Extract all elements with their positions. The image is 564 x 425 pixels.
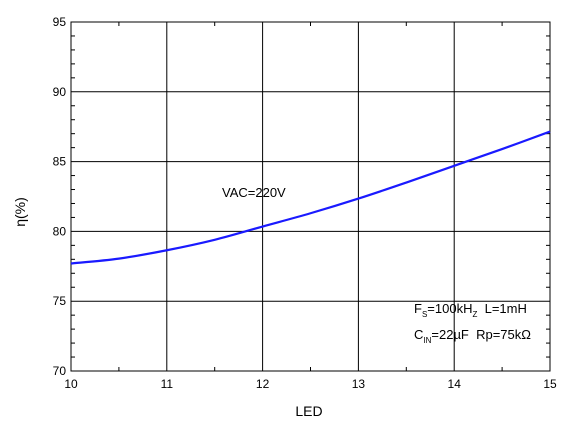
- x-tick-label: 10: [64, 377, 78, 391]
- y-tick-label: 90: [53, 85, 67, 99]
- plot-frame: [70, 21, 551, 372]
- x-tick-label: 12: [256, 377, 270, 391]
- y-tick-label: 80: [53, 224, 67, 238]
- frequency-inductance-annotation: FS=100kHZ L=1mH: [414, 301, 527, 319]
- grid-lines: [71, 22, 550, 371]
- vac-annotation: VAC=220V: [222, 185, 286, 200]
- x-axis-label: LED: [295, 403, 322, 419]
- y-axis-label: η(%): [12, 197, 28, 227]
- tick-labels: 10 11 12 13 14 15 70 75 80 85 90 95: [53, 15, 557, 391]
- x-tick-label: 11: [161, 377, 174, 391]
- y-tick-label: 95: [53, 15, 67, 29]
- x-tick-label: 14: [448, 377, 462, 391]
- x-tick-label: 13: [352, 377, 366, 391]
- y-tick-label: 85: [53, 155, 67, 169]
- y-tick-label: 70: [53, 364, 67, 378]
- capacitance-resistance-annotation: CIN=22µF Rp=75kΩ: [414, 327, 531, 345]
- efficiency-curve: [70, 130, 551, 265]
- y-tick-label: 75: [53, 294, 67, 308]
- axis-ticks: [71, 22, 550, 371]
- x-tick-label: 15: [543, 377, 557, 391]
